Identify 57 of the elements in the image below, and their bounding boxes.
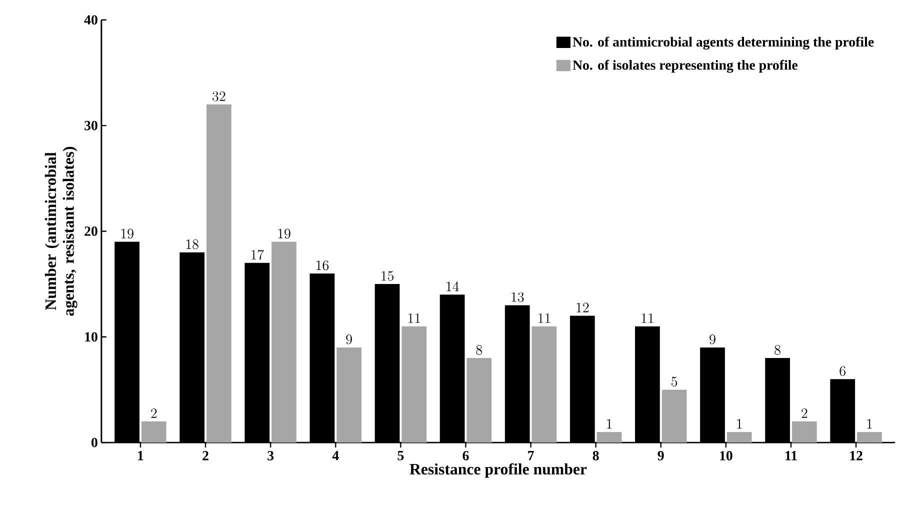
bar <box>336 347 362 442</box>
bar <box>206 104 232 442</box>
bar <box>532 326 557 442</box>
data-label: 2 <box>151 408 157 418</box>
data-label: 18 <box>186 239 198 250</box>
data-label: 17 <box>251 250 264 260</box>
y-tick-label: 0 <box>92 438 98 448</box>
data-label: 16 <box>316 260 329 270</box>
bar <box>141 421 166 442</box>
x-tick-label: 9 <box>658 450 664 460</box>
data-label: 9 <box>710 334 716 344</box>
bar <box>857 432 882 442</box>
x-tick-label: 1 <box>138 450 144 460</box>
data-label: 1 <box>867 418 872 428</box>
data-label: 11 <box>408 313 420 323</box>
y-tick-label: 10 <box>85 332 98 342</box>
data-label: 15 <box>382 270 394 281</box>
x-tick-label: 2 <box>202 450 208 460</box>
data-label: 8 <box>774 344 780 355</box>
bar <box>662 390 687 442</box>
x-tick-label: 6 <box>462 450 469 460</box>
data-label: 14 <box>446 281 459 292</box>
data-label: 13 <box>512 292 524 302</box>
data-label: 11 <box>642 313 654 323</box>
x-tick-label: 5 <box>398 450 404 460</box>
data-label: 1 <box>607 418 612 428</box>
y-tick-label: 20 <box>84 226 98 236</box>
x-tick-label: 4 <box>332 450 339 460</box>
x-tick-label: 12 <box>850 450 862 460</box>
data-label: 2 <box>802 408 808 418</box>
bar <box>596 432 622 442</box>
x-tick-label: 8 <box>592 450 599 460</box>
x-tick-label: 11 <box>786 450 797 460</box>
bar <box>402 326 427 442</box>
data-label: 1 <box>737 418 742 428</box>
legend-label: No. of isolates representing the profile <box>572 60 798 73</box>
data-label: 12 <box>576 302 589 312</box>
data-label: 32 <box>212 91 226 102</box>
y-axis-title: Number (antimicrobial agents, resistant isolates) <box>44 146 78 316</box>
x-tick-label: 7 <box>528 450 534 460</box>
bar <box>726 432 752 442</box>
legend-label: No. of antimicrobial agents determining the profile <box>572 36 874 50</box>
data-label: 6 <box>840 366 846 376</box>
y-tick-label: 30 <box>84 120 98 130</box>
data-label: 19 <box>278 228 290 238</box>
bar <box>792 421 817 442</box>
data-label: 19 <box>121 228 134 238</box>
x-tick-label: 3 <box>268 450 274 460</box>
x-axis-title: Resistance profile number <box>410 463 587 478</box>
x-tick-label: 10 <box>720 450 732 460</box>
data-label: 9 <box>346 334 352 344</box>
data-label: 8 <box>476 344 482 355</box>
bar <box>466 358 492 442</box>
data-label: 11 <box>538 313 550 323</box>
data-label: 5 <box>672 376 678 386</box>
y-tick-label: 40 <box>84 15 98 24</box>
bar <box>272 242 296 442</box>
